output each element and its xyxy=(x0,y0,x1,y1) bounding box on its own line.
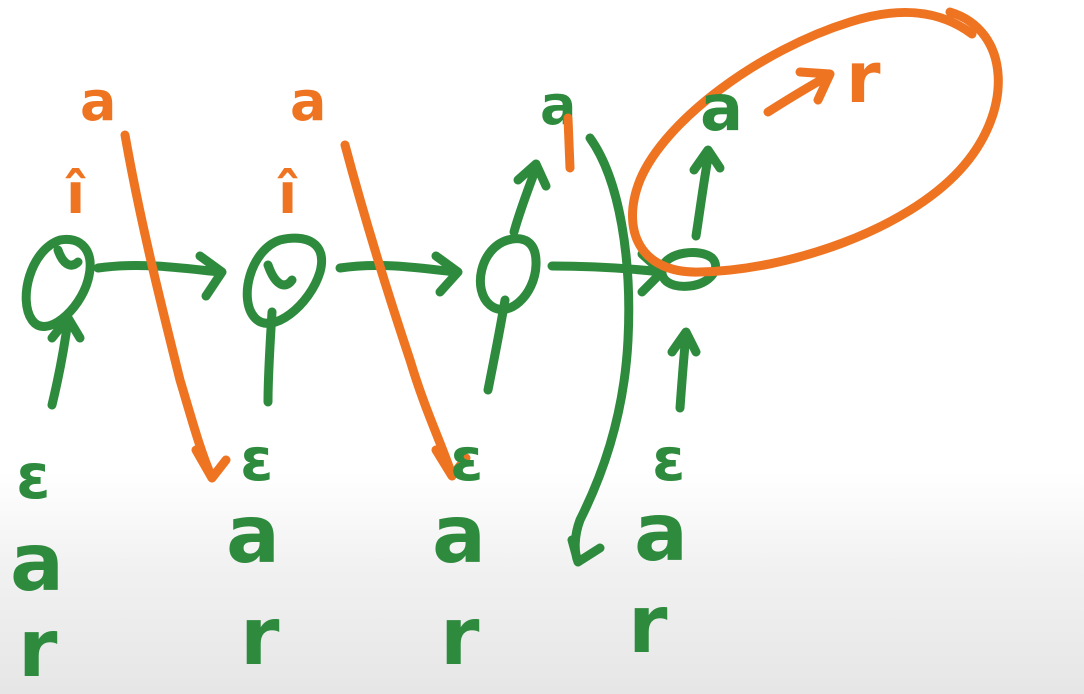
column-4: ε a r xyxy=(628,145,725,671)
rnn-cell-3 xyxy=(475,234,541,314)
input-a-1: a xyxy=(10,516,64,609)
highlight-ellipse xyxy=(628,7,1003,277)
hidden-arrow-2-3 xyxy=(335,251,463,297)
output-mark-2: î xyxy=(277,162,298,227)
input-arrow-1 xyxy=(47,313,85,410)
output-char-1: a xyxy=(80,70,116,133)
output-mark-stroke-3 xyxy=(563,113,575,173)
input-arrow-4 xyxy=(667,327,701,413)
output-char-2: a xyxy=(290,70,326,133)
input-epsilon-3: ε xyxy=(450,425,483,495)
circled-to-char: r xyxy=(846,37,881,119)
output-mark-1: î xyxy=(65,162,86,227)
input-r-2: r xyxy=(240,590,280,683)
input-a-3: a xyxy=(432,488,486,581)
input-line-2 xyxy=(263,307,277,407)
hidden-arrow-3-4 xyxy=(547,249,667,297)
output-arrow-4 xyxy=(689,145,725,241)
column-3: a ε a r xyxy=(432,74,576,683)
input-epsilon-4: ε xyxy=(652,425,685,495)
input-epsilon-2: ε xyxy=(240,425,273,495)
input-a-2: a xyxy=(226,488,280,581)
circled-arrow xyxy=(763,67,835,117)
input-r-4: r xyxy=(628,578,668,671)
input-r-1: r xyxy=(18,602,58,694)
circled-group: a r xyxy=(628,7,1003,277)
input-a-4: a xyxy=(634,486,688,579)
input-epsilon-1: ε xyxy=(16,440,51,513)
rnn-cell-2 xyxy=(242,233,326,328)
input-line-3 xyxy=(483,295,510,395)
feedback-arrow-3 xyxy=(567,133,634,567)
hidden-arrow-1-2 xyxy=(93,251,227,301)
column-1: a î ε a r xyxy=(10,70,116,694)
output-arrow-3 xyxy=(509,159,551,237)
column-2: a î ε a r xyxy=(226,70,326,683)
rnn-cell-1 xyxy=(21,234,95,331)
input-r-3: r xyxy=(440,590,480,683)
circled-from-char: a xyxy=(700,72,743,146)
feedback-arrow-2 xyxy=(340,140,471,481)
feedback-arrow-1 xyxy=(120,130,231,483)
